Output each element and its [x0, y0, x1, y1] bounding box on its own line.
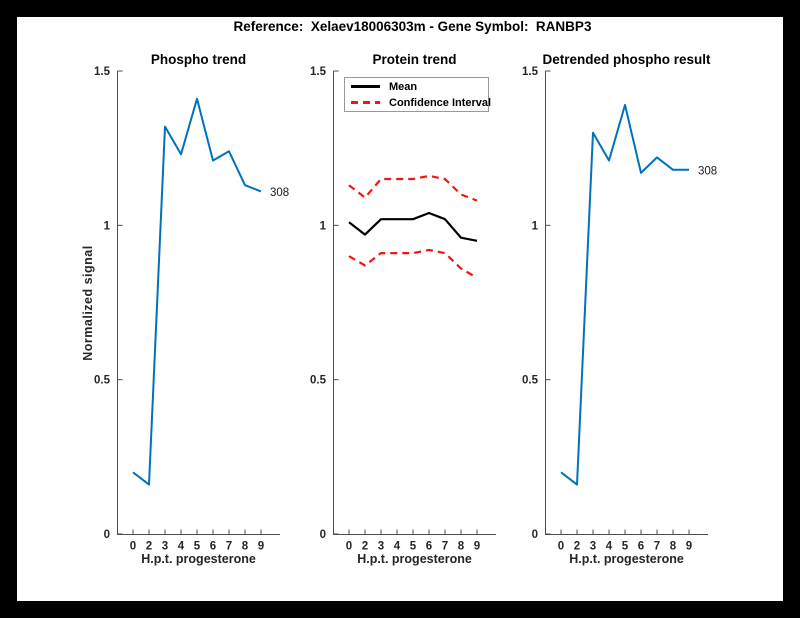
x-tick-label: 5	[194, 541, 201, 553]
x-tick-label: 8	[242, 541, 249, 553]
x-tick-label: 6	[638, 541, 644, 553]
series-end-label: 308	[270, 187, 289, 199]
x-tick-label: 2	[574, 541, 580, 553]
x-tick-label: 2	[362, 541, 368, 553]
legend-label-confidence-interval: Confidence Interval	[389, 96, 492, 109]
confidence-interval-line-sample-icon	[351, 101, 380, 104]
y-tick-label: 1	[104, 220, 111, 232]
axis-lines	[333, 71, 496, 535]
y-tick-label: 1.5	[94, 66, 111, 78]
y-tick-label: 0.5	[310, 375, 327, 387]
x-tick-label: 0	[346, 541, 352, 553]
subplot-title-protein-trend: Protein trend	[372, 52, 457, 67]
x-tick-label: 5	[622, 541, 629, 553]
axis-lines	[545, 71, 708, 535]
x-tick-label: 6	[426, 541, 432, 553]
y-tick-label: 0	[320, 529, 326, 541]
confidence-interval-line	[348, 248, 478, 279]
confidence-interval-line	[348, 174, 478, 202]
x-tick-label: 8	[670, 541, 677, 553]
y-tick-label: 0	[532, 529, 538, 541]
x-tick-label: 3	[378, 541, 384, 553]
y-tick-label: 1	[532, 220, 539, 232]
mean-line	[348, 211, 478, 242]
y-tick-label: 1.5	[522, 66, 539, 78]
x-tick-label: 9	[474, 541, 480, 553]
legend-entry-mean: Mean	[345, 80, 488, 93]
x-tick-label: 5	[410, 541, 417, 553]
legend-label-mean: Mean	[389, 80, 418, 93]
subplot-title-phospho-trend: Phospho trend	[150, 52, 247, 67]
x-tick-label: 0	[558, 541, 564, 553]
x-tick-label: 3	[162, 541, 168, 553]
y-tick-label: 0.5	[94, 375, 111, 387]
subplot-title-detrended-phospho-result: Detrended phospho result	[542, 52, 711, 67]
y-tick-label: 0	[104, 529, 110, 541]
x-tick-label: 7	[442, 541, 448, 553]
y-tick-label: 1.5	[310, 66, 327, 78]
x-tick-label: 8	[458, 541, 465, 553]
axis-lines	[117, 71, 280, 535]
protein-trend-chart: 00.511.50 2 3 4 5 6 7 8 9	[310, 66, 496, 553]
x-tick-label: 7	[654, 541, 660, 553]
x-tick-label: 6	[210, 541, 216, 553]
phospho-signal-line	[132, 97, 262, 486]
x-tick-label: 4	[606, 541, 613, 553]
detrended-phospho-signal-line	[560, 104, 689, 486]
x-tick-label: 4	[178, 541, 185, 553]
x-tick-label: 9	[258, 541, 264, 553]
x-tick-label: 0	[130, 541, 136, 553]
legend: Mean Confidence Interval	[344, 77, 492, 112]
mean-line-sample-icon	[351, 85, 380, 88]
y-tick-label: 1	[320, 220, 327, 232]
x-axis-label-protein: H.p.t. progesterone	[357, 552, 472, 566]
x-tick-label: 9	[686, 541, 692, 553]
x-tick-label: 4	[394, 541, 401, 553]
x-axis-label-detrended: H.p.t. progesterone	[569, 552, 684, 566]
series-end-label: 308	[698, 165, 717, 177]
x-tick-label: 2	[146, 541, 152, 553]
x-axis-label-phospho: H.p.t. progesterone	[141, 552, 256, 566]
legend-entry-confidence-interval: Confidence Interval	[345, 96, 492, 109]
y-tick-label: 0.5	[522, 375, 539, 387]
figure-canvas: Reference: Xelaev18006303m - Gene Symbol…	[17, 17, 783, 601]
x-tick-label: 7	[226, 541, 232, 553]
figure-title: Reference: Xelaev18006303m - Gene Symbol…	[233, 19, 592, 34]
x-tick-label: 3	[590, 541, 596, 553]
